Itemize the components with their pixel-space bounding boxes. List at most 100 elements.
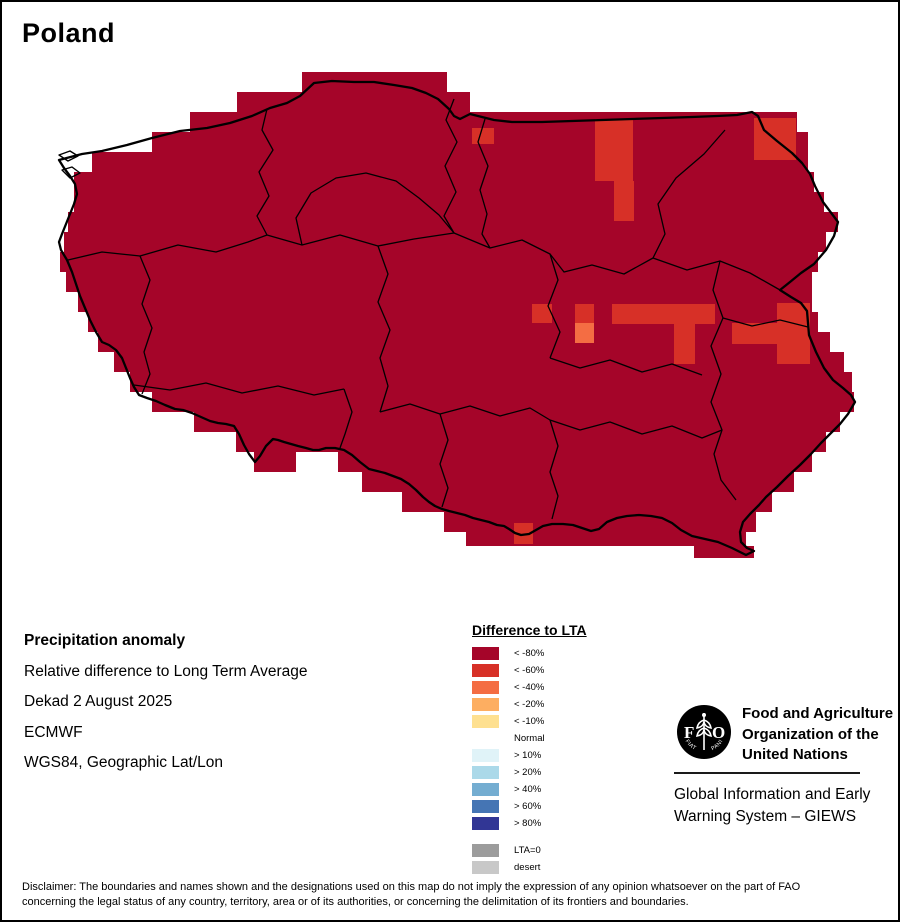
legend-item: > 40% <box>472 783 587 796</box>
raster-cell-extreme-deficit <box>152 392 854 412</box>
province-boundary-line <box>652 129 726 259</box>
raster-cell-severe-deficit <box>674 323 695 364</box>
fao-logo-letter-o: O <box>712 723 725 742</box>
legend-swatch <box>472 715 499 728</box>
info-source: ECMWF <box>24 723 83 741</box>
legend-swatch <box>472 783 499 796</box>
raster-cell-extreme-deficit <box>237 92 470 112</box>
legend-item: > 10% <box>472 749 587 762</box>
province-boundary-line <box>379 403 551 421</box>
legend-item-label: desert <box>514 862 541 873</box>
province-boundary-line <box>710 260 737 501</box>
legend-item: < -80% <box>472 647 587 660</box>
legend-swatch <box>472 800 499 813</box>
legend-swatch <box>472 844 499 857</box>
province-boundary-line <box>339 388 353 449</box>
legend-item-label: LTA=0 <box>514 845 541 856</box>
raster-cell-extreme-deficit <box>74 192 824 212</box>
province-boundary-line <box>722 317 809 328</box>
province-boundary-line <box>377 245 391 413</box>
raster-cell-extreme-deficit <box>74 172 814 192</box>
raster-cell-moderate-deficit <box>575 323 594 343</box>
legend-swatch <box>472 664 499 677</box>
legend-item: Normal <box>472 732 587 745</box>
raster-cell-extreme-deficit <box>466 532 746 546</box>
province-boundary-line <box>377 232 455 247</box>
fao-org-name: Food and Agriculture Organization of the… <box>742 704 893 766</box>
legend-item: desert <box>472 861 587 874</box>
fao-org-line2: Organization of the <box>742 725 879 743</box>
raster-cell-extreme-deficit <box>66 272 812 292</box>
province-boundary-line <box>67 234 268 261</box>
province-boundary-line <box>266 234 379 247</box>
legend-item-label: > 80% <box>514 818 542 829</box>
raster-cell-extreme-deficit <box>236 432 826 452</box>
coastal-lagoon-outline <box>61 166 81 179</box>
raster-cell-severe-deficit <box>532 304 552 323</box>
country-title: Poland <box>22 18 116 48</box>
legend-item-label: > 20% <box>514 767 542 778</box>
legend-swatch <box>472 732 499 745</box>
legend-item: < -10% <box>472 715 587 728</box>
raster-cell-extreme-deficit <box>60 252 818 272</box>
legend-item-label: Normal <box>514 733 545 744</box>
raster-cell-severe-deficit <box>777 303 810 364</box>
fao-divider-rule <box>674 772 860 774</box>
raster-cell-extreme-deficit <box>68 212 838 232</box>
legend-swatch <box>472 766 499 779</box>
giews-line2: Warning System – GIEWS <box>674 808 857 825</box>
raster-cell-extreme-deficit <box>254 452 296 472</box>
raster-cell-extreme-deficit <box>194 412 840 432</box>
raster-cell-extreme-deficit <box>98 332 830 352</box>
legend-swatch <box>472 749 499 762</box>
province-boundary-line <box>295 172 455 246</box>
disclaimer-line2: concerning the legal status of any count… <box>22 895 689 908</box>
raster-cell-severe-deficit <box>612 304 715 324</box>
legend-item-label: < -40% <box>514 682 545 693</box>
raster-cell-extreme-deficit <box>402 492 772 512</box>
province-boundary-line <box>439 413 449 508</box>
wheat-ear-icon <box>696 713 712 750</box>
legend-item-label: > 10% <box>514 750 542 761</box>
province-boundary-line <box>477 118 491 249</box>
province-boundary-line <box>443 98 458 234</box>
raster-cell-extreme-deficit <box>694 546 754 558</box>
province-boundary-line <box>453 232 654 275</box>
info-projection: WGS84, Geographic Lat/Lon <box>24 754 224 771</box>
legend-swatch <box>472 817 499 830</box>
poland-precipitation-anomaly-map <box>57 72 857 558</box>
giews-caption: Global Information and Early Warning Sys… <box>674 784 870 828</box>
legend-swatch <box>472 698 499 711</box>
province-boundary-line <box>549 419 723 439</box>
fao-org-line3: United Nations <box>742 746 848 763</box>
legend-swatch <box>472 861 499 874</box>
raster-cell-extreme-deficit <box>64 232 826 252</box>
info-heading: Precipitation anomaly <box>24 632 186 649</box>
raster-cell-severe-deficit <box>614 181 634 221</box>
raster-cell-severe-deficit <box>595 119 633 181</box>
map-info-block: Precipitation anomaly Relative differenc… <box>24 626 308 779</box>
legend-item-label: > 60% <box>514 801 542 812</box>
raster-cell-severe-deficit <box>514 523 533 544</box>
country-boundary-outline <box>57 79 857 557</box>
giews-line1: Global Information and Early <box>674 786 871 803</box>
raster-cell-extreme-deficit <box>338 452 812 472</box>
province-boundary-line <box>133 382 345 396</box>
legend-items: < -80% < -60% < -40% < -20% < -10% Normal > 10… <box>472 647 587 874</box>
legend-item: < -40% <box>472 681 587 694</box>
disclaimer-line1: Disclaimer: The boundaries and names sho… <box>22 881 801 893</box>
legend-item: LTA=0 <box>472 844 587 857</box>
legend-item: > 20% <box>472 766 587 779</box>
disclaimer: Disclaimer: The boundaries and names sho… <box>22 880 888 909</box>
info-dekad: Dekad 2 August 2025 <box>24 693 173 710</box>
raster-cell-extreme-deficit <box>362 472 794 492</box>
legend-swatch <box>472 647 499 660</box>
legend-item: > 60% <box>472 800 587 813</box>
province-boundary-line <box>549 419 559 520</box>
fao-org-line1: Food and Agriculture <box>742 705 894 722</box>
fao-logo: F O FIAT PANIS <box>676 704 731 759</box>
legend-item: < -60% <box>472 664 587 677</box>
raster-cell-extreme-deficit <box>130 372 852 392</box>
province-boundary-line <box>547 253 561 359</box>
